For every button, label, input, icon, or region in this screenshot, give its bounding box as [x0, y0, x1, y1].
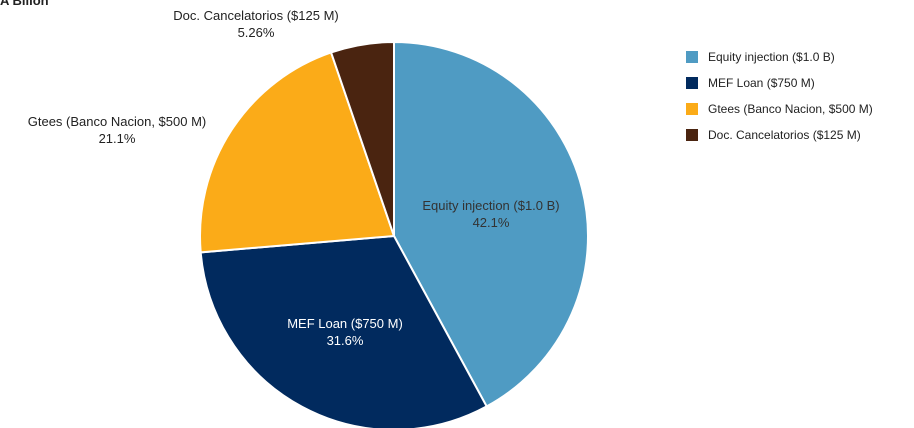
legend-item-equity-injection[interactable]: Equity injection ($1.0 B) [686, 44, 873, 70]
legend-label: Doc. Cancelatorios ($125 M) [708, 128, 861, 142]
legend-item-gtees[interactable]: Gtees (Banco Nacion, $500 M) [686, 96, 873, 122]
chart-title: A Billon [0, 0, 49, 8]
pie-slice-0[interactable] [393, 40, 589, 408]
slice-label-2: Gtees (Banco Nacion, $500 M) [28, 114, 206, 129]
legend-label: Gtees (Banco Nacion, $500 M) [708, 102, 873, 116]
pie-slice-2[interactable] [199, 51, 396, 254]
slice-percent-1: 31.6% [327, 333, 364, 348]
legend-swatch [686, 77, 698, 89]
slice-label-0: Equity injection ($1.0 B) [422, 198, 559, 213]
pie-slice-3[interactable] [329, 40, 395, 237]
pie-slice-1[interactable] [199, 234, 489, 428]
legend-swatch [686, 103, 698, 115]
pie-labels: Equity injection ($1.0 B) 42.1% MEF Loan (… [28, 8, 560, 348]
slice-percent-2: 21.1% [99, 131, 136, 146]
slice-label-1: MEF Loan ($750 M) [287, 316, 403, 331]
legend-label: MEF Loan ($750 M) [708, 76, 815, 90]
slice-label-3: Doc. Cancelatorios ($125 M) [173, 8, 338, 23]
legend-swatch [686, 129, 698, 141]
pie-slices [199, 40, 589, 428]
slice-percent-0: 42.1% [473, 215, 510, 230]
legend-swatch [686, 51, 698, 63]
legend-item-mef-loan[interactable]: MEF Loan ($750 M) [686, 70, 873, 96]
legend: Equity injection ($1.0 B) MEF Loan ($750… [686, 44, 873, 148]
legend-label: Equity injection ($1.0 B) [708, 50, 835, 64]
legend-item-doc-cancelatorios[interactable]: Doc. Cancelatorios ($125 M) [686, 122, 873, 148]
slice-percent-3: 5.26% [238, 25, 275, 40]
